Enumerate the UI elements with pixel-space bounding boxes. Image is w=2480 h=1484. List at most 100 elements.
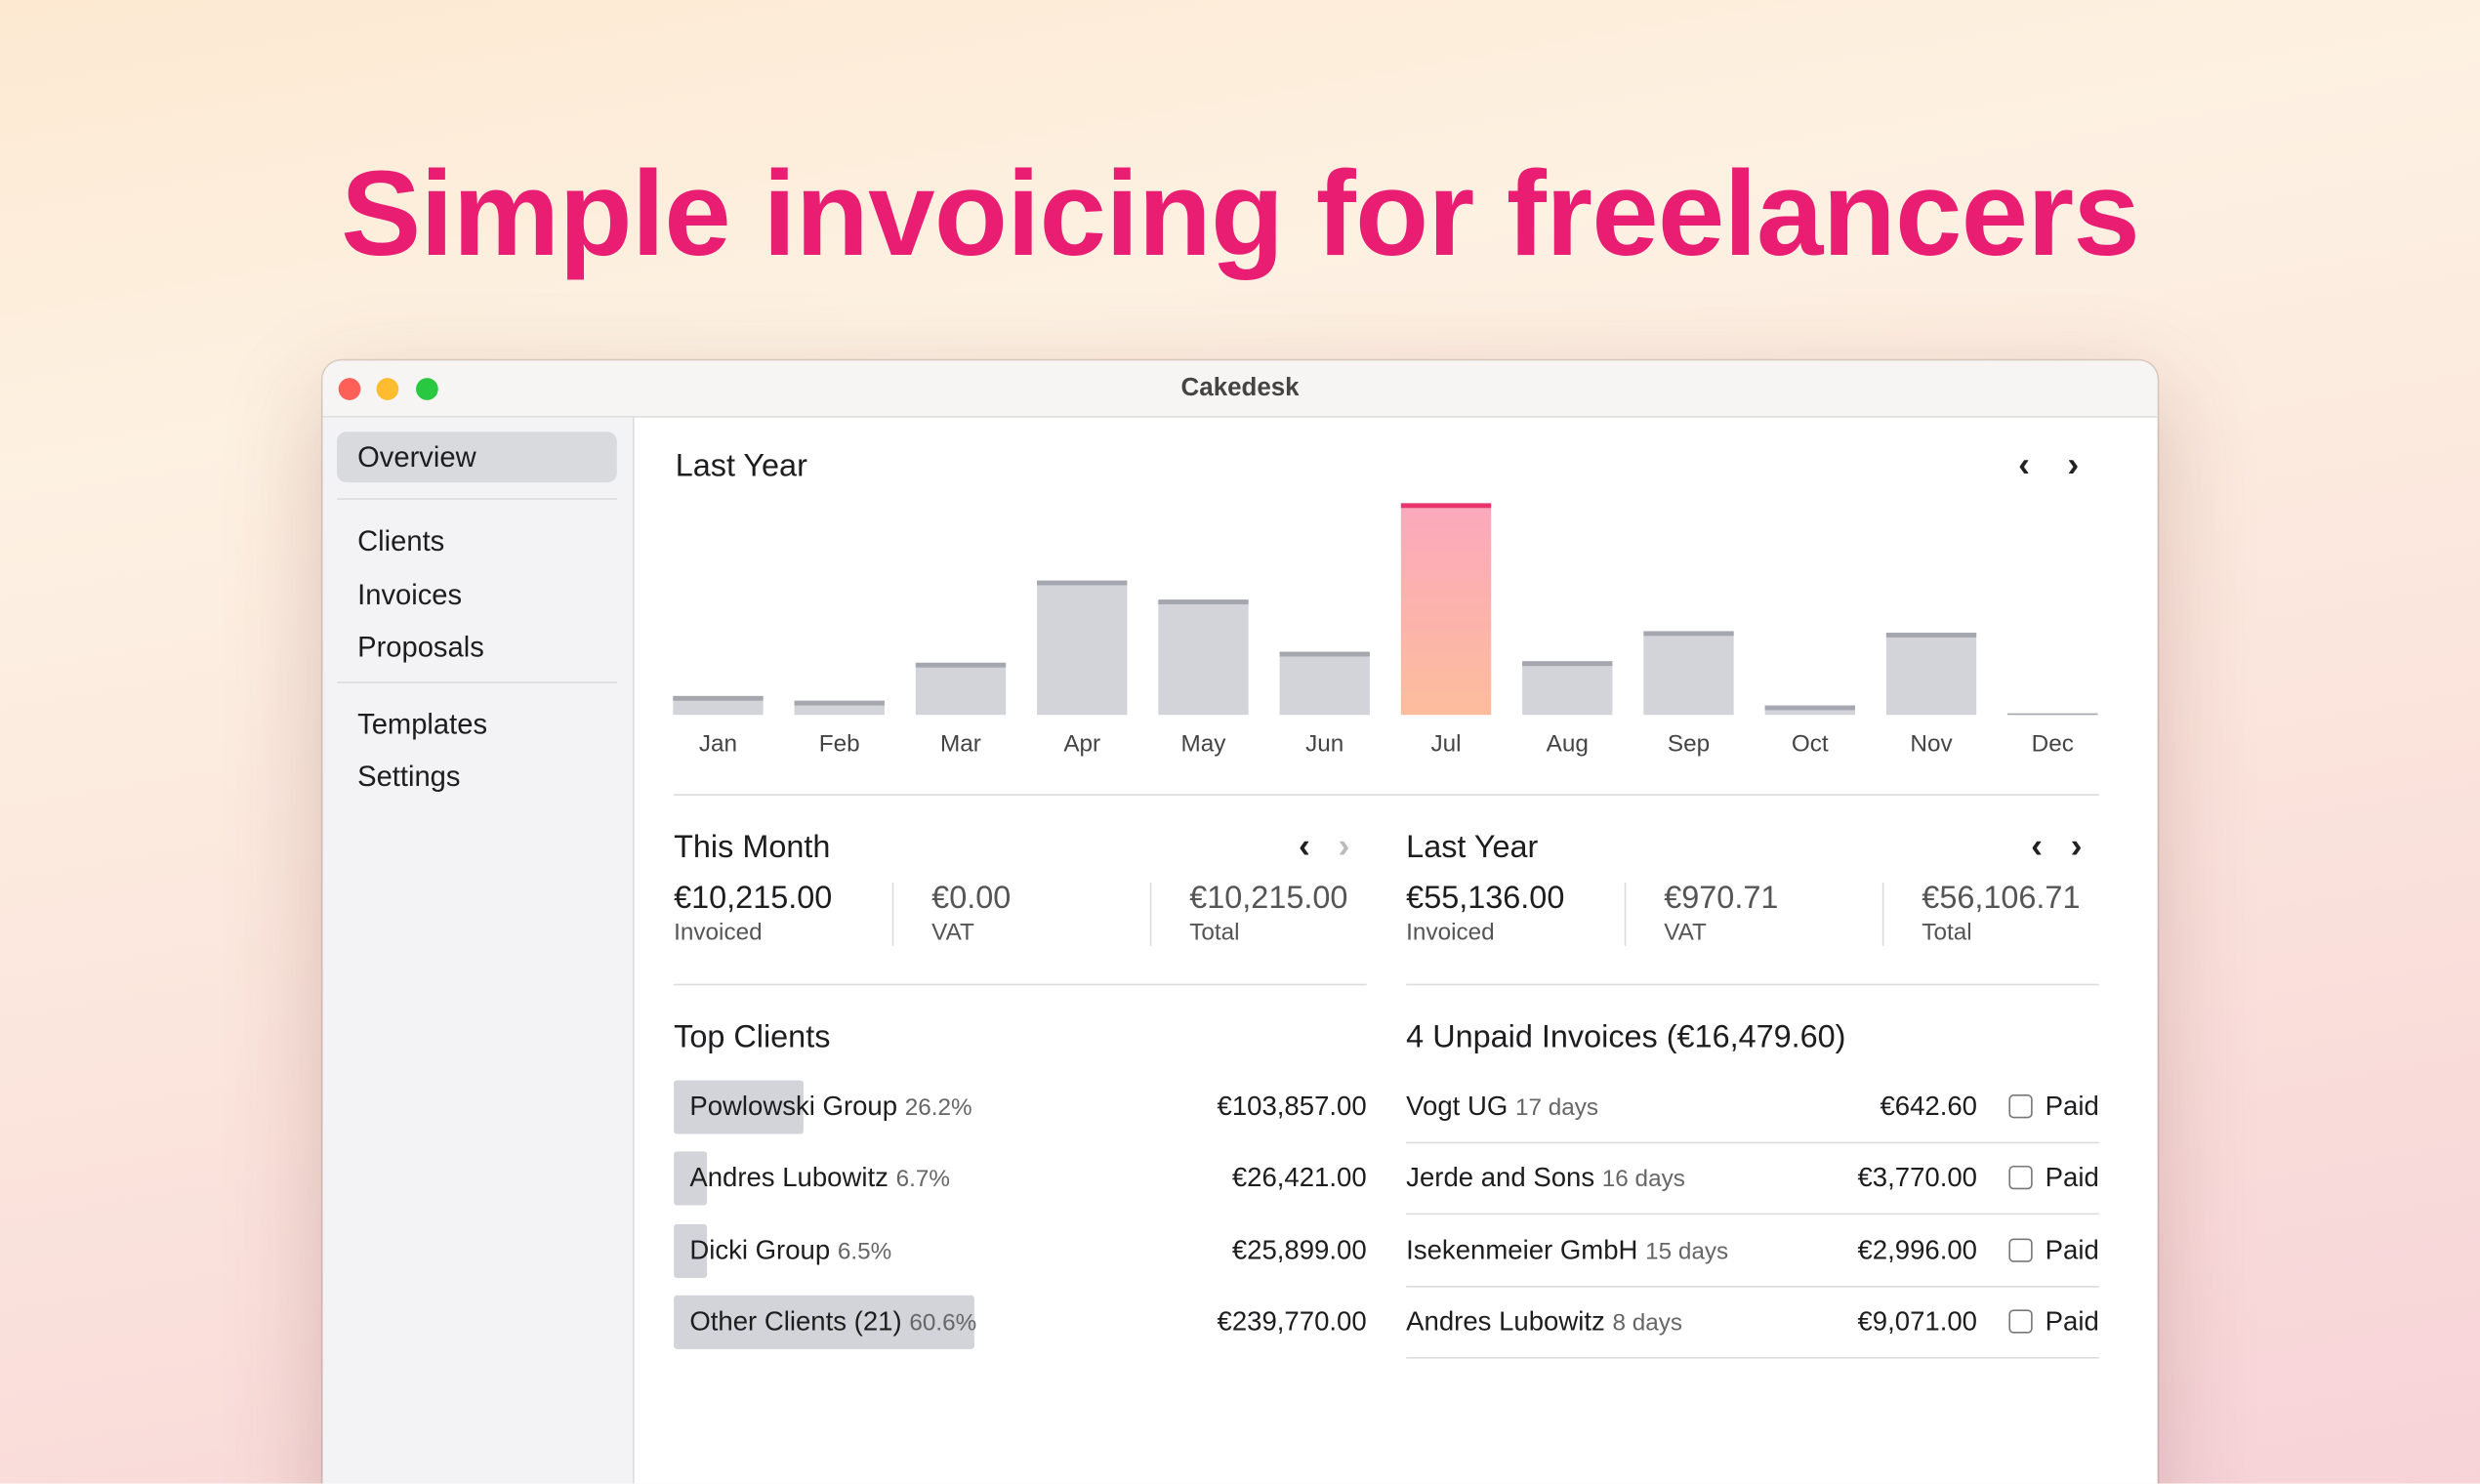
client-share: 6.5%: [837, 1237, 892, 1265]
paid-checkbox[interactable]: [2008, 1166, 2033, 1190]
minimize-button[interactable]: [376, 378, 399, 400]
section-title: This Month: [674, 830, 831, 866]
next-arrow[interactable]: ›: [1338, 825, 1350, 866]
paid-checkbox[interactable]: [2008, 1094, 2033, 1119]
stat-value: €10,215.00: [674, 881, 833, 916]
paid-label[interactable]: Paid: [2045, 1163, 2099, 1193]
share-bar: [674, 1223, 707, 1278]
invoice-age: 17 days: [1514, 1094, 1599, 1122]
nav-item[interactable]: Invoices: [357, 578, 463, 610]
nav-item[interactable]: Templates: [357, 707, 488, 740]
stat-label: Invoiced: [1406, 919, 1495, 946]
x-tick-label: Dec: [2032, 731, 2074, 758]
nav-item[interactable]: Overview: [357, 440, 476, 474]
row-separator: [1406, 1214, 2099, 1216]
paid-checkbox[interactable]: [2008, 1309, 2033, 1334]
title-bar: Cakedesk: [322, 360, 2158, 418]
invoice-client: Vogt UG: [1406, 1091, 1509, 1122]
client-row: Powlowski Group 26.2%: [689, 1092, 971, 1123]
bar-cap: [794, 700, 885, 706]
app-window: Cakedesk Overview Clients Invoices Proposal…: [322, 360, 2158, 1484]
divider: [1406, 983, 2099, 986]
client-row: Other Clients (21) 60.6%: [689, 1306, 976, 1338]
divider: [674, 983, 1367, 986]
invoice-row: Isekenmeier GmbH 15 days: [1406, 1235, 1728, 1266]
stat-value: €55,136.00: [1406, 881, 1565, 916]
x-tick-label: Oct: [1792, 731, 1829, 758]
nav-item[interactable]: Clients: [357, 524, 445, 557]
client-name: Other Clients (21): [689, 1305, 902, 1337]
paid-label[interactable]: Paid: [2045, 1305, 2099, 1337]
bar-cap: [1037, 580, 1128, 586]
section-title: Last Year: [1406, 830, 1539, 866]
stat-value: €56,106.71: [1922, 881, 2081, 916]
next-arrow[interactable]: ›: [2067, 444, 2080, 484]
bar-cap: [2007, 713, 2098, 716]
x-tick-label: May: [1181, 731, 1227, 758]
share-bar: [674, 1295, 974, 1349]
nav-item[interactable]: Proposals: [357, 631, 484, 663]
row-separator: [1406, 1285, 2099, 1288]
stat-separator: [1881, 882, 1884, 946]
invoice-client: Isekenmeier GmbH: [1406, 1234, 1638, 1265]
prev-arrow[interactable]: ‹: [2018, 444, 2030, 484]
bar-cap: [1643, 631, 1734, 637]
share-bar: [674, 1080, 805, 1134]
stat-label: Invoiced: [674, 919, 763, 946]
invoice-age: 15 days: [1645, 1237, 1729, 1265]
content: Jan Feb Mar Apr May Jun Jul Aug Sep Oct Nov Dec Las…: [635, 418, 2158, 1484]
stat-separator: [891, 882, 894, 946]
x-tick-label: Feb: [819, 731, 860, 758]
x-tick-label: Nov: [1910, 731, 1953, 758]
bar-cap: [1764, 705, 1855, 711]
invoice-age: 8 days: [1612, 1309, 1683, 1337]
client-row: Andres Lubowitz 6.7%: [689, 1163, 950, 1194]
invoice-amount: €642.60: [1880, 1091, 1977, 1122]
client-name: Dicki Group: [689, 1234, 831, 1265]
zoom-button[interactable]: [416, 378, 438, 400]
invoice-client: Andres Lubowitz: [1406, 1305, 1605, 1337]
client-share: 26.2%: [904, 1094, 972, 1122]
client-amount: €26,421.00: [1231, 1163, 1367, 1193]
section-title: Top Clients: [674, 1019, 831, 1055]
share-bar: [674, 1151, 708, 1206]
section-title: 4 Unpaid Invoices (€16,479.60): [1406, 1019, 1846, 1055]
prev-arrow[interactable]: ‹: [2031, 825, 2043, 866]
client-amount: €103,857.00: [1217, 1091, 1367, 1122]
row-separator: [1406, 1356, 2099, 1359]
paid-label[interactable]: Paid: [2045, 1091, 2099, 1122]
window-title: Cakedesk: [1180, 374, 1300, 402]
invoice-row: Andres Lubowitz 8 days: [1406, 1306, 1682, 1338]
bar-cap: [673, 695, 764, 701]
stat-value: €0.00: [931, 881, 1012, 916]
bar-cap: [1158, 599, 1249, 605]
selected-highlight: [337, 432, 617, 483]
hero-title: Simple invoicing for freelancers: [341, 146, 2140, 282]
close-button[interactable]: [338, 378, 361, 400]
bar-chart: Jan Feb Mar Apr May Jun Jul Aug Sep Oct Nov Dec: [673, 503, 2098, 758]
prev-arrow[interactable]: ‹: [1299, 825, 1310, 866]
client-row: Dicki Group 6.5%: [689, 1235, 891, 1266]
client-share: 60.6%: [909, 1309, 977, 1337]
client-amount: €25,899.00: [1231, 1234, 1367, 1265]
paid-checkbox[interactable]: [2008, 1237, 2033, 1262]
stat-label: VAT: [931, 919, 974, 946]
chart-title: Last Year: [675, 449, 807, 484]
stat-label: Total: [1189, 919, 1240, 946]
stat-label: VAT: [1664, 919, 1707, 946]
paid-label[interactable]: Paid: [2045, 1234, 2099, 1265]
client-name: Powlowski Group: [689, 1091, 898, 1122]
x-tick-label: Sep: [1668, 731, 1710, 758]
stat-value: €10,215.00: [1189, 881, 1348, 916]
invoice-amount: €9,071.00: [1857, 1305, 1977, 1337]
stat-separator: [1149, 882, 1152, 946]
stat-separator: [1624, 882, 1627, 946]
stat-value: €970.71: [1664, 881, 1779, 916]
client-share: 6.7%: [895, 1166, 951, 1193]
bar: [1279, 651, 1370, 716]
nav-item[interactable]: Settings: [357, 761, 461, 793]
invoice-row: Vogt UG 17 days: [1406, 1092, 1598, 1123]
next-arrow[interactable]: ›: [2070, 825, 2083, 866]
